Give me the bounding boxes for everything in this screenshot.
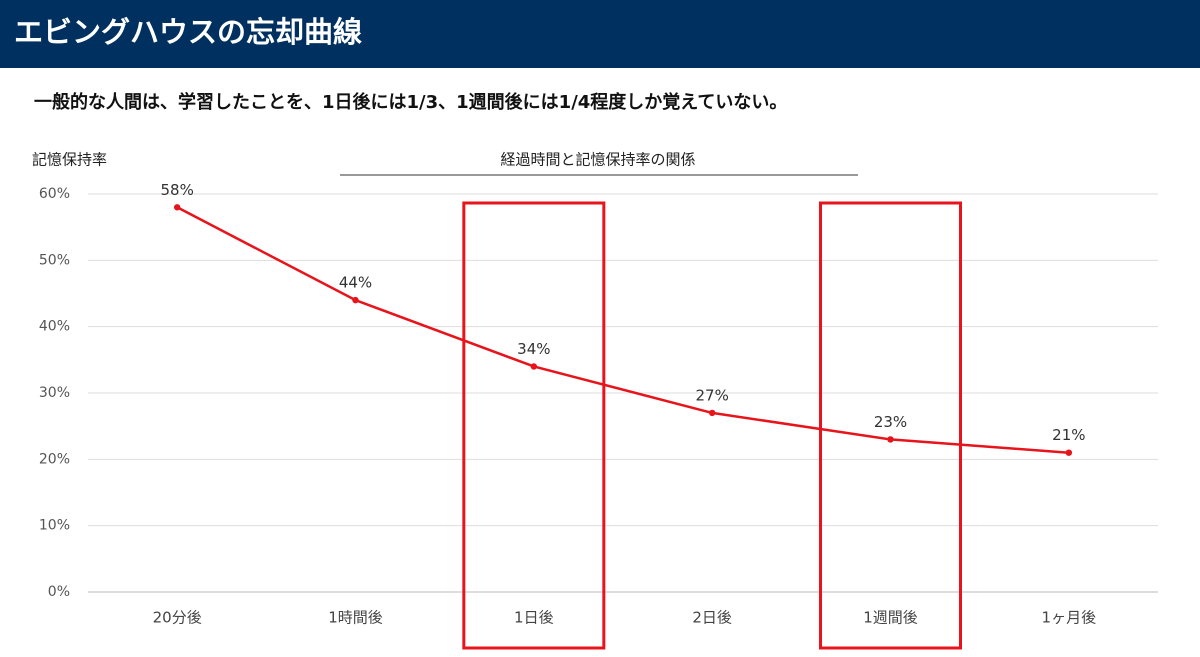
data-label: 34%	[517, 340, 550, 358]
highlight-box	[462, 201, 606, 650]
data-line	[176, 206, 1069, 454]
x-tick-label: 1時間後	[328, 609, 383, 627]
subtitle: 一般的な人間は、学習したことを、1日後には1/3、1週間後には1/4程度しか覚え…	[34, 91, 787, 113]
y-tick-label: 30%	[39, 385, 70, 401]
data-label: 58%	[160, 181, 193, 199]
x-tick-label: 1週間後	[863, 609, 918, 627]
data-point	[530, 363, 538, 370]
header-title: エビングハウスの忘却曲線	[14, 15, 362, 49]
data-label: 23%	[874, 413, 907, 431]
data-point	[352, 296, 359, 304]
highlight-box	[819, 201, 962, 650]
y-axis-label: 記憶保持率	[32, 151, 107, 169]
data-label: 21%	[1052, 426, 1085, 444]
y-tick-label: 60%	[39, 186, 70, 202]
data-point	[887, 436, 894, 443]
header-bar	[0, 0, 1200, 68]
x-tick-label: 2日後	[692, 609, 732, 627]
x-tick-label: 1ヶ月後	[1042, 609, 1097, 627]
y-tick-label: 0%	[48, 584, 70, 600]
data-label: 44%	[339, 274, 372, 292]
y-tick-label: 20%	[39, 451, 70, 467]
chart-title: 経過時間と記憶保持率の関係	[500, 151, 695, 169]
y-tick-label: 40%	[39, 319, 70, 335]
x-tick-label: 20分後	[153, 609, 202, 627]
data-point	[708, 409, 716, 417]
data-point	[173, 204, 181, 211]
y-tick-label: 50%	[39, 252, 70, 268]
x-tick-label: 1日後	[514, 609, 554, 627]
data-label: 27%	[695, 386, 728, 404]
data-point	[1065, 449, 1073, 456]
y-tick-label: 10%	[39, 518, 70, 534]
